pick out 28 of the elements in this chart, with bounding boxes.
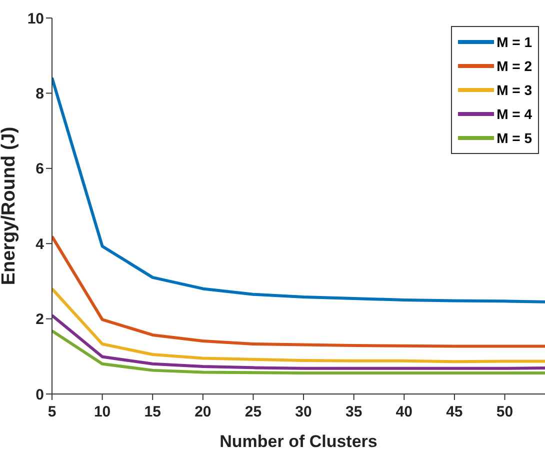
legend-label: M = 3	[496, 82, 532, 98]
legend-label: M = 1	[496, 34, 532, 50]
y-tick-label: 8	[36, 86, 44, 103]
x-tick-label: 30	[295, 404, 312, 421]
x-tick-label: 15	[144, 404, 161, 421]
y-tick-label: 6	[36, 160, 44, 178]
x-tick-label: 10	[94, 404, 111, 421]
line-series	[52, 314, 545, 370]
line-series	[52, 234, 545, 348]
line-series	[52, 76, 545, 304]
y-tick-label: 2	[36, 311, 44, 328]
legend-label: M = 5	[496, 130, 532, 146]
x-tick-label: 20	[194, 404, 212, 421]
y-tick-label: 4	[36, 236, 45, 253]
y-tick-label: 0	[36, 386, 44, 404]
line-series	[52, 287, 545, 364]
line-series	[52, 329, 545, 374]
y-tick-label: 10	[27, 10, 44, 28]
x-tick-label: 40	[396, 404, 412, 421]
x-tick-label: 35	[345, 404, 362, 421]
legend-label: M = 4	[496, 106, 532, 122]
x-tick-label: 50	[496, 404, 514, 421]
legend-label: M = 2	[496, 58, 532, 74]
x-tick-label: 5	[48, 404, 56, 421]
x-tick-label: 45	[446, 404, 463, 421]
x-axis-title: Number of Clusters	[220, 432, 378, 451]
x-tick-label: 25	[244, 404, 262, 421]
y-axis-title: Energy/Round (J)	[0, 126, 20, 286]
